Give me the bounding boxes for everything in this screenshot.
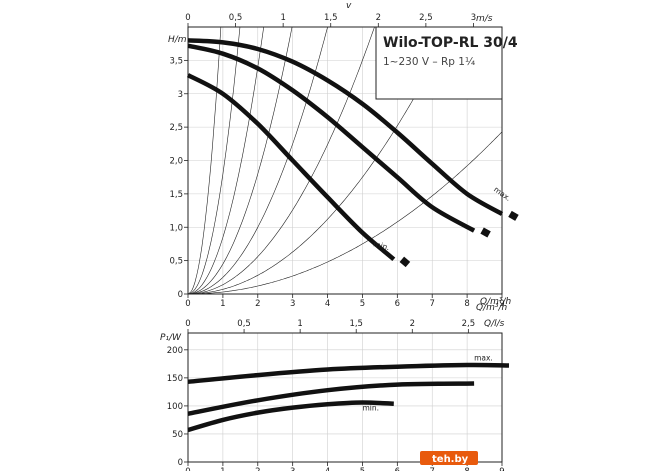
head-y-tick-label: 1,0	[169, 223, 183, 233]
power-x-tick-label: 0	[185, 467, 190, 471]
head-x-tick-label: 9	[499, 299, 504, 309]
system-parabola	[188, 27, 328, 294]
velocity-axis-unit: m/s	[476, 14, 493, 24]
velocity-tick-label: 1,5	[324, 13, 338, 23]
head-y-tick-label: 2,5	[169, 123, 183, 133]
power-grid	[184, 329, 503, 466]
head-x-tick-label: 5	[360, 299, 365, 309]
head-x-tick-label: 6	[395, 299, 400, 309]
head-grid	[184, 23, 503, 298]
power-curve-labels: max. min.	[362, 353, 492, 412]
velocity-tick-label: 1	[280, 13, 285, 23]
power-x-tick-label: 9	[499, 467, 504, 471]
title-box: Wilo-TOP-RL 30/4 1~230 V – Rp 1¼	[375, 26, 518, 100]
power-y-tick-label: 150	[167, 374, 183, 384]
curve-end-marker	[399, 256, 411, 268]
power-curve	[187, 400, 394, 433]
power-x-tick-label: 3	[290, 467, 295, 471]
power-curve-label: max.	[474, 353, 493, 362]
power-y-tick-label: 200	[167, 346, 183, 356]
power-x-tick-label: 2	[255, 467, 260, 471]
head-curves	[186, 38, 519, 268]
power-y-axis-label: P₁/W	[160, 333, 182, 343]
head-x-tick-label: 2	[255, 299, 260, 309]
velocity-axis-label: v	[346, 1, 352, 11]
velocity-tick-label: 2	[376, 13, 381, 23]
velocity-tick-label: 2,5	[419, 13, 433, 23]
chart-subtitle: 1~230 V – Rp 1¼	[383, 56, 475, 68]
velocity-tick-label: 0	[185, 13, 190, 23]
flow-ls-axis-label: Q/l/s	[484, 319, 505, 329]
head-chart: 0 1 2 3 4 5 6 7 8 9 0 0,5 1,0 1,5 2,0 2,5 3 3,5 0 0,5 1 1,5 2 2…	[168, 1, 519, 309]
head-x-tick-label: 7	[430, 299, 435, 309]
flow-ls-tick-label: 0	[185, 319, 190, 329]
head-x-tick-label: 0	[185, 299, 190, 309]
head-y-tick-label: 0,5	[169, 257, 183, 267]
flow-ls-tick-label: 1,5	[349, 319, 363, 329]
flow-ls-tick-label: 2,5	[462, 319, 476, 329]
watermark-badge	[420, 451, 478, 465]
watermark-logo: teh.by	[420, 451, 478, 465]
flow-ls-tick-label: 1	[297, 319, 302, 329]
head-curve-label: min.	[372, 239, 390, 252]
power-x-tick-label: 5	[360, 467, 365, 471]
power-y-tick-label: 0	[178, 458, 183, 468]
power-tick-labels: 0 1 2 3 4 5 6 7 8 9 0 50 100 150 200 0 0,5 1 1,5 2 2,5	[167, 319, 505, 471]
head-y-tick-label: 0	[178, 290, 183, 300]
power-x-tick-label: 7	[430, 467, 435, 471]
system-parabola	[188, 27, 264, 294]
head-x-tick-label: 3	[290, 299, 295, 309]
power-plot-frame	[187, 332, 503, 463]
power-curves	[187, 362, 510, 433]
power-y-tick-label: 50	[172, 430, 183, 440]
power-x-axis-label: Q/m³/h	[476, 303, 508, 313]
power-curve-label: min.	[362, 403, 379, 412]
curve-end-marker	[508, 210, 519, 221]
head-x-axis-label: Q/m³/h	[480, 297, 512, 307]
watermark-text: teh.by	[432, 454, 469, 465]
title-box-frame	[375, 26, 503, 100]
power-x-tick-label: 6	[395, 467, 400, 471]
head-y-tick-label: 2,0	[169, 157, 183, 167]
head-y-axis-label: H/m	[168, 35, 187, 45]
flow-ls-tick-label: 0,5	[237, 319, 251, 329]
head-curve-labels: max.min.	[372, 185, 512, 252]
velocity-tick-label: 3	[471, 13, 476, 23]
power-y-tick-label: 100	[167, 402, 183, 412]
power-chart: 012345678905010015020000,511,522,5 P₁/W …	[160, 303, 510, 471]
head-curve	[187, 43, 476, 233]
head-y-tick-label: 1,5	[169, 190, 183, 200]
system-parabola	[188, 27, 375, 294]
head-x-tick-label: 4	[325, 299, 330, 309]
head-y-tick-label: 3,5	[169, 56, 183, 66]
power-curve	[187, 381, 475, 417]
power-x-tick-label: 8	[464, 467, 469, 471]
head-curve	[187, 38, 504, 216]
flow-ls-tick-label: 2	[410, 319, 415, 329]
head-y-tick-label: 3	[178, 90, 183, 100]
power-curve	[187, 362, 510, 385]
system-parabola	[188, 27, 293, 294]
curve-end-marker	[480, 227, 491, 238]
head-x-tick-label: 1	[220, 299, 225, 309]
power-x-tick-label: 4	[325, 467, 330, 471]
head-tick-labels: 0 1 2 3 4 5 6 7 8 9 0 0,5 1,0 1,5 2,0 2,5 3 3,5 0 0,5 1 1,5 2 2…	[169, 13, 504, 309]
chart-title: Wilo-TOP-RL 30/4	[383, 35, 518, 51]
head-x-tick-label: 8	[464, 299, 469, 309]
power-x-tick-label: 1	[220, 467, 225, 471]
velocity-tick-label: 0,5	[229, 13, 243, 23]
head-curve	[186, 73, 396, 262]
head-plot-frame	[187, 26, 503, 295]
